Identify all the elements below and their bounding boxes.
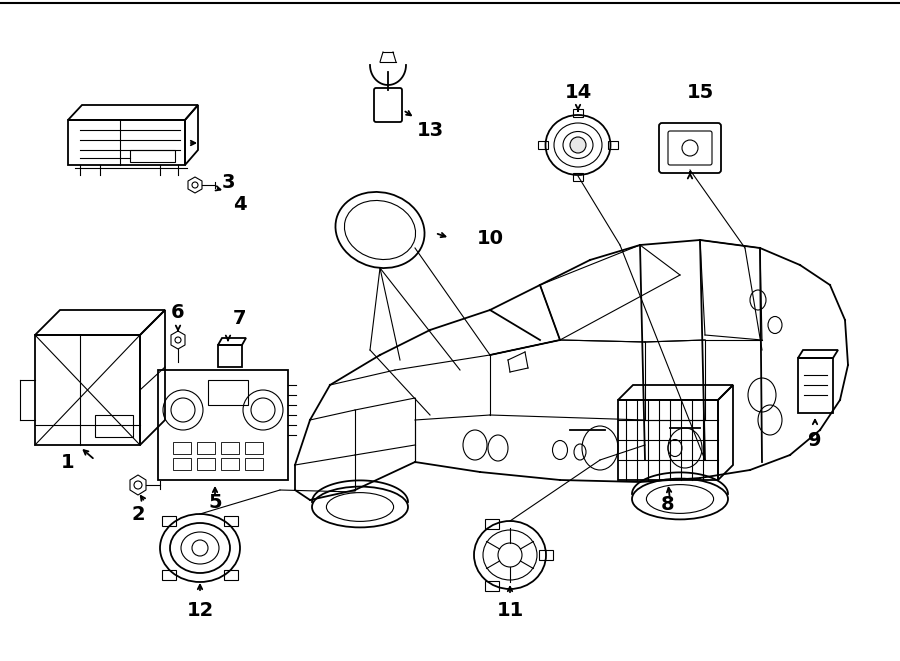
Text: 1: 1 [61, 453, 75, 471]
Bar [173, 458, 191, 470]
Text: 7: 7 [233, 309, 247, 327]
Bar [221, 458, 239, 470]
Text: 12: 12 [186, 600, 213, 619]
Text: 5: 5 [208, 494, 221, 512]
Bar [224, 516, 238, 526]
Text: 15: 15 [687, 83, 714, 102]
Bar [245, 442, 263, 454]
Text: 13: 13 [417, 120, 444, 139]
Bar [539, 550, 553, 560]
Text: 6: 6 [171, 303, 184, 321]
Text: 3: 3 [221, 173, 235, 192]
Text: 10: 10 [476, 229, 503, 247]
Bar [162, 570, 176, 580]
Bar [95, 415, 133, 437]
Bar [573, 109, 583, 117]
Bar [618, 400, 718, 480]
Text: 9: 9 [808, 430, 822, 449]
Text: 14: 14 [564, 83, 591, 102]
Bar [608, 141, 618, 149]
Bar [158, 370, 288, 480]
Circle shape [570, 137, 586, 153]
Bar [162, 516, 176, 526]
Bar [485, 519, 499, 529]
Text: 2: 2 [131, 506, 145, 524]
Bar [573, 173, 583, 181]
Bar [218, 345, 242, 367]
Bar [173, 442, 191, 454]
Bar [197, 458, 215, 470]
Bar [197, 442, 215, 454]
Bar [130, 150, 175, 162]
Bar [221, 442, 239, 454]
Bar [224, 570, 238, 580]
Bar [538, 141, 548, 149]
Text: 11: 11 [497, 600, 524, 619]
Bar [245, 458, 263, 470]
Text: 4: 4 [233, 196, 247, 215]
Bar [485, 581, 499, 591]
Text: 8: 8 [662, 496, 675, 514]
Bar [208, 380, 248, 405]
Bar [798, 358, 833, 413]
